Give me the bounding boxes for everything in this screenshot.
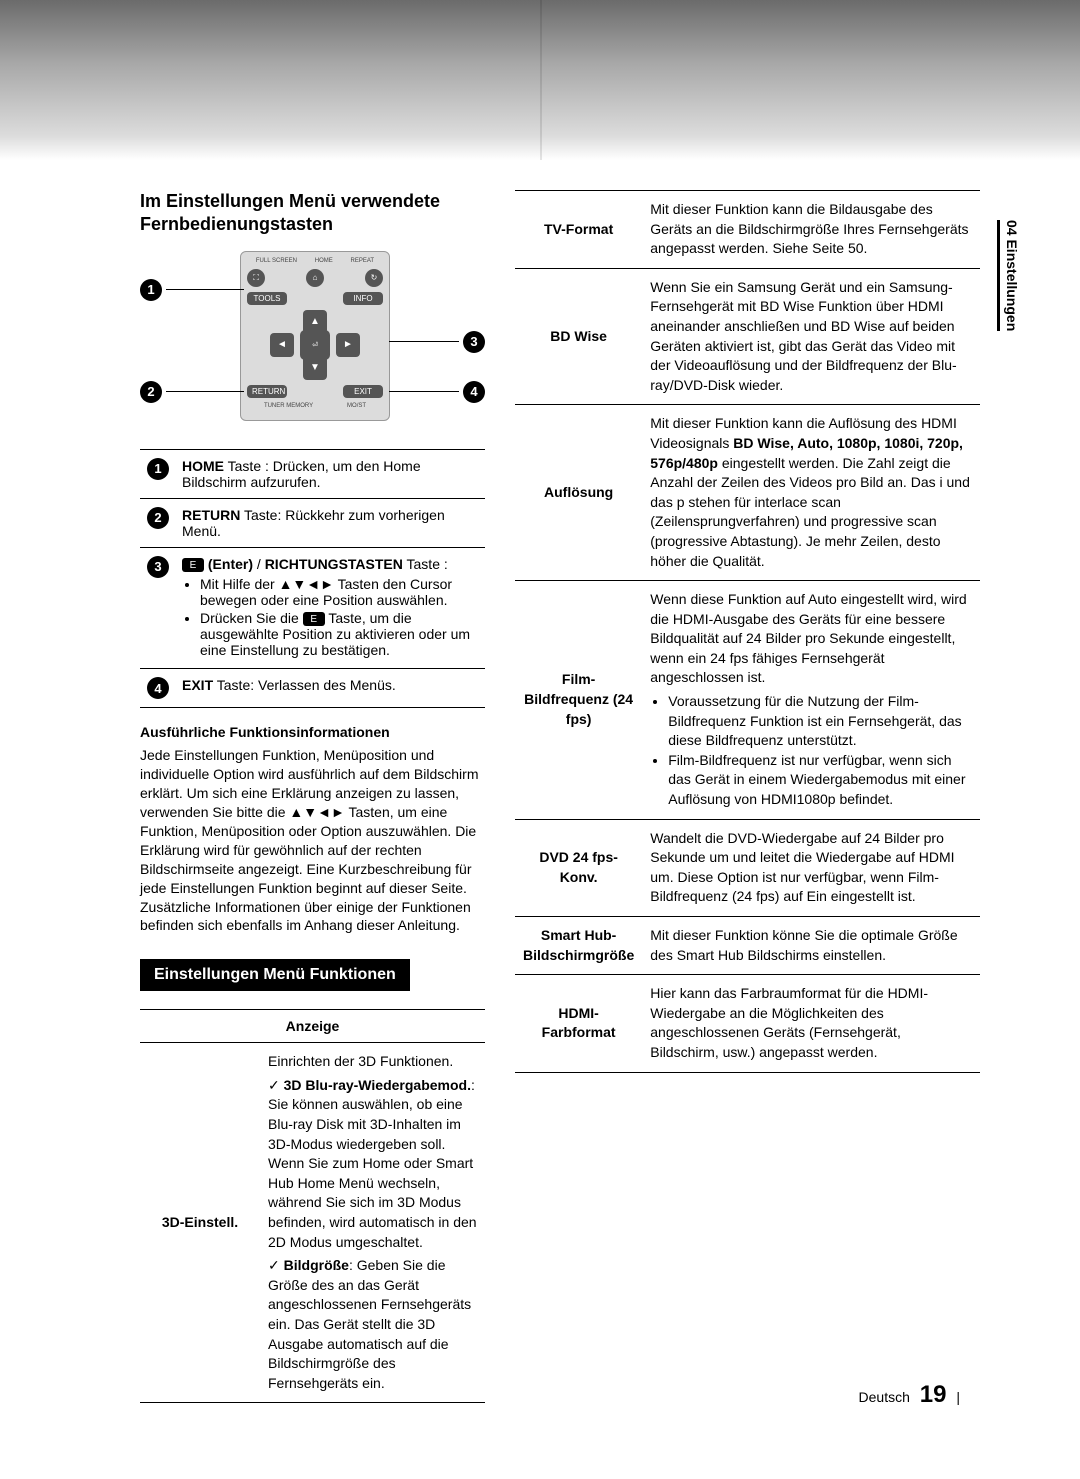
row-bd-wise: BD Wise Wenn Sie ein Samsung Gerät und e…: [515, 268, 980, 405]
legend-2-key: RETURN: [182, 507, 240, 523]
section-band: Einstellungen Menü Funktionen: [140, 959, 485, 991]
key-smart-hub: Smart Hub-Bildschirmgröße: [515, 917, 642, 975]
label-fullscreen: FULL SCREEN: [256, 258, 297, 264]
enter-center-icon: ⏎: [300, 330, 330, 360]
arrow-right-icon: ►: [336, 333, 360, 357]
key-hdmi-farbformat: HDMI-Farbformat: [515, 975, 642, 1072]
legend-1-key: HOME: [182, 458, 224, 474]
key-tv-format: TV-Format: [515, 191, 642, 269]
legend-3-dir: RICHTUNGSTASTEN: [265, 556, 403, 572]
label-repeat: REPEAT: [351, 258, 375, 264]
callout-4: 4: [389, 381, 485, 403]
row-3d-key: 3D-Einstell.: [140, 1043, 260, 1403]
key-dvd-24fps: DVD 24 fps-Konv.: [515, 819, 642, 916]
enter-chip-icon: E: [182, 558, 204, 572]
remote-body: FULL SCREEN HOME REPEAT ⛶ ⌂ ↻ TOOLS INFO…: [240, 251, 390, 421]
footer-bar: |: [956, 1389, 960, 1405]
btn-return: RETURN: [247, 385, 287, 398]
row-aufloesung: Auflösung Mit dieser Funktion kann die A…: [515, 405, 980, 581]
info-subheading: Ausführliche Funktionsinformationen: [140, 724, 485, 740]
enter-chip-icon-2: E: [303, 612, 325, 626]
legend-row-3: 3 E (Enter) / RICHTUNGSTASTEN Taste : Mi…: [140, 547, 485, 669]
row-film-bildfrequenz: Film-Bildfrequenz (24 fps) Wenn diese Fu…: [515, 581, 980, 820]
key-bd-wise: BD Wise: [515, 268, 642, 405]
remote-heading: Im Einstellungen Menü verwendete Fernbed…: [140, 190, 485, 237]
label-tuner: TUNER MEMORY: [264, 403, 313, 409]
btn-repeat: ↻: [365, 269, 383, 287]
legend-3-enter: (Enter): [208, 556, 253, 572]
label-home: HOME: [315, 258, 333, 264]
val-hdmi-farbformat: Hier kann das Farbraumformat für die HDM…: [642, 975, 980, 1072]
legend-4-text: Taste: Verlassen des Menüs.: [213, 677, 396, 693]
row-3d-value: Einrichten der 3D Funktionen. 3D Blu-ray…: [260, 1043, 485, 1403]
btn-home: ⌂: [306, 269, 324, 287]
callout-1: 1: [140, 279, 244, 301]
val-film-bildfrequenz: Wenn diese Funktion auf Auto eingestellt…: [642, 581, 980, 820]
film-li1: Voraussetzung für die Nutzung der Film-B…: [668, 692, 972, 751]
settings-table-right: TV-Format Mit dieser Funktion kann die B…: [515, 190, 980, 1073]
val-smart-hub: Mit dieser Funktion könne Sie die optima…: [642, 917, 980, 975]
legend-row-2: 2 RETURN Taste: Rückkehr zum vorherigen …: [140, 498, 485, 547]
arrow-left-icon: ◄: [270, 333, 294, 357]
val-aufloesung: Mit dieser Funktion kann die Auflösung d…: [642, 405, 980, 581]
legend-3-li1: Mit Hilfe der ▲▼◄► Tasten den Cursor bew…: [200, 576, 479, 608]
key-film-bildfrequenz: Film-Bildfrequenz (24 fps): [515, 581, 642, 820]
legend-num-2: 2: [147, 507, 169, 529]
btn-exit: EXIT: [343, 385, 383, 398]
val-bd-wise: Wenn Sie ein Samsung Gerät und ein Samsu…: [642, 268, 980, 405]
btn-fullscreen: ⛶: [247, 269, 265, 287]
btn-info: INFO: [343, 292, 383, 305]
label-most: MO/ST: [347, 403, 366, 409]
anzeige-header: Anzeige: [140, 1010, 485, 1043]
callout-2: 2: [140, 381, 244, 403]
key-aufloesung: Auflösung: [515, 405, 642, 581]
row-dvd-24fps: DVD 24 fps-Konv. Wandelt die DVD-Wiederg…: [515, 819, 980, 916]
info-body: Jede Einstellungen Funktion, Menüpositio…: [140, 746, 485, 935]
footer-lang: Deutsch: [859, 1389, 910, 1405]
enter-pad: ▲ ▼ ◄ ► ⏎: [270, 310, 360, 380]
legend-row-4: 4 EXIT Taste: Verlassen des Menüs.: [140, 669, 485, 708]
film-li2: Film-Bildfrequenz ist nur verfügbar, wen…: [668, 751, 972, 810]
section-band-label: Einstellungen Menü Funktionen: [140, 959, 410, 991]
anzeige-table: Anzeige 3D-Einstell. Einrichten der 3D F…: [140, 1009, 485, 1403]
legend-num-1: 1: [147, 458, 169, 480]
legend-3-li2: Drücken Sie die E Taste, um die ausgewäh…: [200, 610, 479, 658]
legend-num-4: 4: [147, 677, 169, 699]
callout-3: 3: [389, 331, 485, 353]
legend-num-3: 3: [147, 556, 169, 578]
footer-page: 19: [920, 1381, 947, 1408]
right-column: TV-Format Mit dieser Funktion kann die B…: [515, 190, 980, 1379]
legend-4-key: EXIT: [182, 677, 213, 693]
chapter-side-tab: 04 Einstellungen: [997, 220, 1020, 331]
row-smart-hub: Smart Hub-Bildschirmgröße Mit dieser Fun…: [515, 917, 980, 975]
val-dvd-24fps: Wandelt die DVD-Wiedergabe auf 24 Bilder…: [642, 819, 980, 916]
btn-tools: TOOLS: [247, 292, 287, 305]
remote-diagram: FULL SCREEN HOME REPEAT ⛶ ⌂ ↻ TOOLS INFO…: [140, 251, 485, 431]
row-hdmi-farbformat: HDMI-Farbformat Hier kann das Farbraumfo…: [515, 975, 980, 1072]
row-3d-einstell: 3D-Einstell. Einrichten der 3D Funktione…: [140, 1043, 485, 1403]
val-tv-format: Mit dieser Funktion kann die Bildausgabe…: [642, 191, 980, 269]
page-footer: Deutsch 19 |: [859, 1381, 960, 1409]
top-gradient-band: [0, 0, 1080, 160]
legend-row-1: 1 HOME Taste : Drücken, um den Home Bild…: [140, 449, 485, 498]
left-column: Im Einstellungen Menü verwendete Fernbed…: [140, 190, 485, 1379]
remote-legend-table: 1 HOME Taste : Drücken, um den Home Bild…: [140, 449, 485, 709]
row-tv-format: TV-Format Mit dieser Funktion kann die B…: [515, 191, 980, 269]
